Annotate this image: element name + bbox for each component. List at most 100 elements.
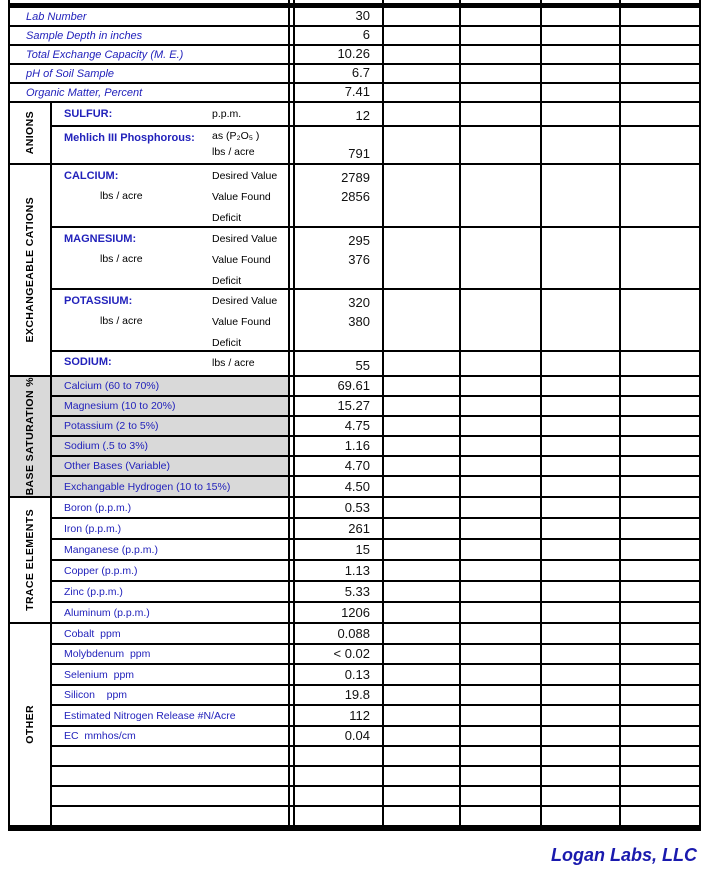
table-row-calcium-pct: Calcium (60 to 70%) 69.61 [52, 377, 701, 397]
section-header-cell: EXCHANGEABLE CATIONS [8, 165, 52, 375]
thick-bottom-border [8, 827, 701, 831]
row-label: Magnesium (10 to 20%) [52, 397, 288, 415]
row-label: Cobalt ppm [64, 627, 121, 640]
analyte-name: CALCIUM: [64, 170, 119, 182]
empty-columns [384, 46, 701, 63]
column-divider [288, 706, 295, 725]
sub-label-deficit: Deficit [212, 212, 242, 224]
row-value: 0.13 [295, 665, 384, 684]
column-divider [288, 603, 295, 622]
section-header-cell: TRACE ELEMENTS [8, 498, 52, 622]
other-section: OTHER Cobalt ppm 0.088 Molybdenum ppm < … [8, 624, 701, 827]
empty-columns [384, 103, 701, 125]
row-label-cell: Lab Number [8, 8, 288, 25]
empty-columns [384, 582, 701, 601]
empty-columns [384, 540, 701, 559]
column-divider [288, 46, 295, 63]
column-divider [288, 397, 295, 415]
empty-columns [384, 624, 701, 643]
table-row-organic-matter: Organic Matter, Percent 7.41 [8, 84, 701, 101]
row-value: 12 [295, 103, 384, 125]
section-header-cell: BASE SATURATION % [8, 377, 52, 496]
empty-columns [384, 747, 701, 765]
row-value: 5.33 [295, 582, 384, 601]
unit-label: p.p.m. [212, 108, 242, 120]
empty-columns [384, 437, 701, 455]
table-row-total-exchange-capacity: Total Exchange Capacity (M. E.) 10.26 [8, 46, 701, 65]
blank-row [52, 747, 701, 767]
row-value: 69.61 [295, 377, 384, 395]
section-title-base-saturation: BASE SATURATION % [24, 377, 36, 496]
blank-row [52, 787, 701, 807]
table-row-sodium-pct: Sodium (.5 to 3%) 1.16 [52, 437, 701, 457]
row-label-cell [52, 747, 288, 765]
row-value-cell [295, 807, 384, 825]
row-value: 4.50 [295, 477, 384, 496]
empty-columns [384, 84, 701, 101]
row-label-cell [52, 807, 288, 825]
exchangeable-cations-section: EXCHANGEABLE CATIONS CALCIUM: lbs / acre… [8, 165, 701, 377]
sub-label-deficit: Deficit [212, 275, 242, 287]
row-label-cell [52, 767, 288, 785]
analyte-name: SULFUR: [64, 108, 113, 120]
row-label: Sodium (.5 to 3%) [52, 437, 288, 455]
row-value: 791 [295, 127, 384, 163]
row-label: Organic Matter, Percent [26, 86, 143, 99]
empty-columns [384, 665, 701, 684]
table-row-boron: Boron (p.p.m.) 0.53 [52, 498, 701, 519]
column-divider [288, 103, 295, 125]
table-row-potassium: POTASSIUM: lbs / acre Desired Value Valu… [52, 290, 701, 352]
empty-columns [384, 603, 701, 622]
analyte-name: POTASSIUM: [64, 295, 133, 307]
table-row-silicon: Silicon ppm 19.8 [52, 686, 701, 706]
table-row-aluminum: Aluminum (p.p.m.) 1206 [52, 603, 701, 622]
sample-info-band: Lab Number 30 Sample Depth in inches 6 T… [8, 8, 701, 103]
empty-columns [384, 477, 701, 496]
column-divider [288, 561, 295, 580]
empty-columns [384, 787, 701, 805]
row-label: Lab Number [26, 10, 87, 23]
cutoff-cell [295, 0, 384, 3]
column-divider [288, 727, 295, 745]
row-value: 0.53 [295, 498, 384, 517]
column-divider [288, 84, 295, 101]
row-value: 4.75 [295, 417, 384, 435]
sub-label-found: Value Found [212, 316, 271, 328]
row-label: Manganese (p.p.m.) [64, 543, 158, 556]
row-label-cell [52, 787, 288, 805]
row-label: Molybdenum ppm [64, 648, 151, 660]
table-row-sulfur: SULFUR: p.p.m. 12 [52, 103, 701, 127]
unit-label: lbs / acre [100, 190, 143, 202]
row-label-cell: Organic Matter, Percent [8, 84, 288, 101]
row-label: Selenium ppm [64, 668, 135, 681]
column-divider [288, 352, 295, 375]
column-divider [288, 417, 295, 435]
row-value: 10.26 [295, 46, 384, 63]
blank-row [52, 767, 701, 787]
unit-label: lbs / acre [100, 315, 143, 327]
empty-columns [384, 519, 701, 538]
row-label-cell: SULFUR: p.p.m. [52, 103, 288, 125]
cutoff-cell [8, 0, 288, 3]
row-label-cell: MAGNESIUM: lbs / acre Desired Value Valu… [52, 228, 288, 288]
row-label: Sample Depth in inches [26, 29, 143, 42]
section-title-exchangeable-cations: EXCHANGEABLE CATIONS [24, 197, 36, 343]
table-row-ec: EC mmhos/cm 0.04 [52, 727, 701, 747]
sub-label-desired: Desired Value [212, 233, 278, 245]
section-header-cell: OTHER [8, 624, 52, 825]
unit-label: lbs / acre [212, 146, 255, 158]
row-label: Potassium (2 to 5%) [52, 417, 288, 435]
trace-elements-section: TRACE ELEMENTS Boron (p.p.m.) 0.53 Iron … [8, 498, 701, 624]
row-value: < 0.02 [295, 645, 384, 663]
column-divider [288, 437, 295, 455]
table-row-zinc: Zinc (p.p.m.) 5.33 [52, 582, 701, 603]
column-divider [288, 27, 295, 44]
row-label-cell: SODIUM: lbs / acre [52, 352, 288, 375]
sub-label-found: Value Found [212, 254, 271, 266]
row-value-cell: 2789 2856 [295, 165, 384, 226]
row-label: Exchangable Hydrogen (10 to 15%) [52, 477, 288, 496]
table-row-phosphorous: Mehlich III Phosphorous: as (P₂O₅ ) lbs … [52, 127, 701, 163]
row-label: EC mmhos/cm [64, 730, 136, 742]
row-value: 15 [295, 540, 384, 559]
value-found: 376 [348, 252, 370, 267]
